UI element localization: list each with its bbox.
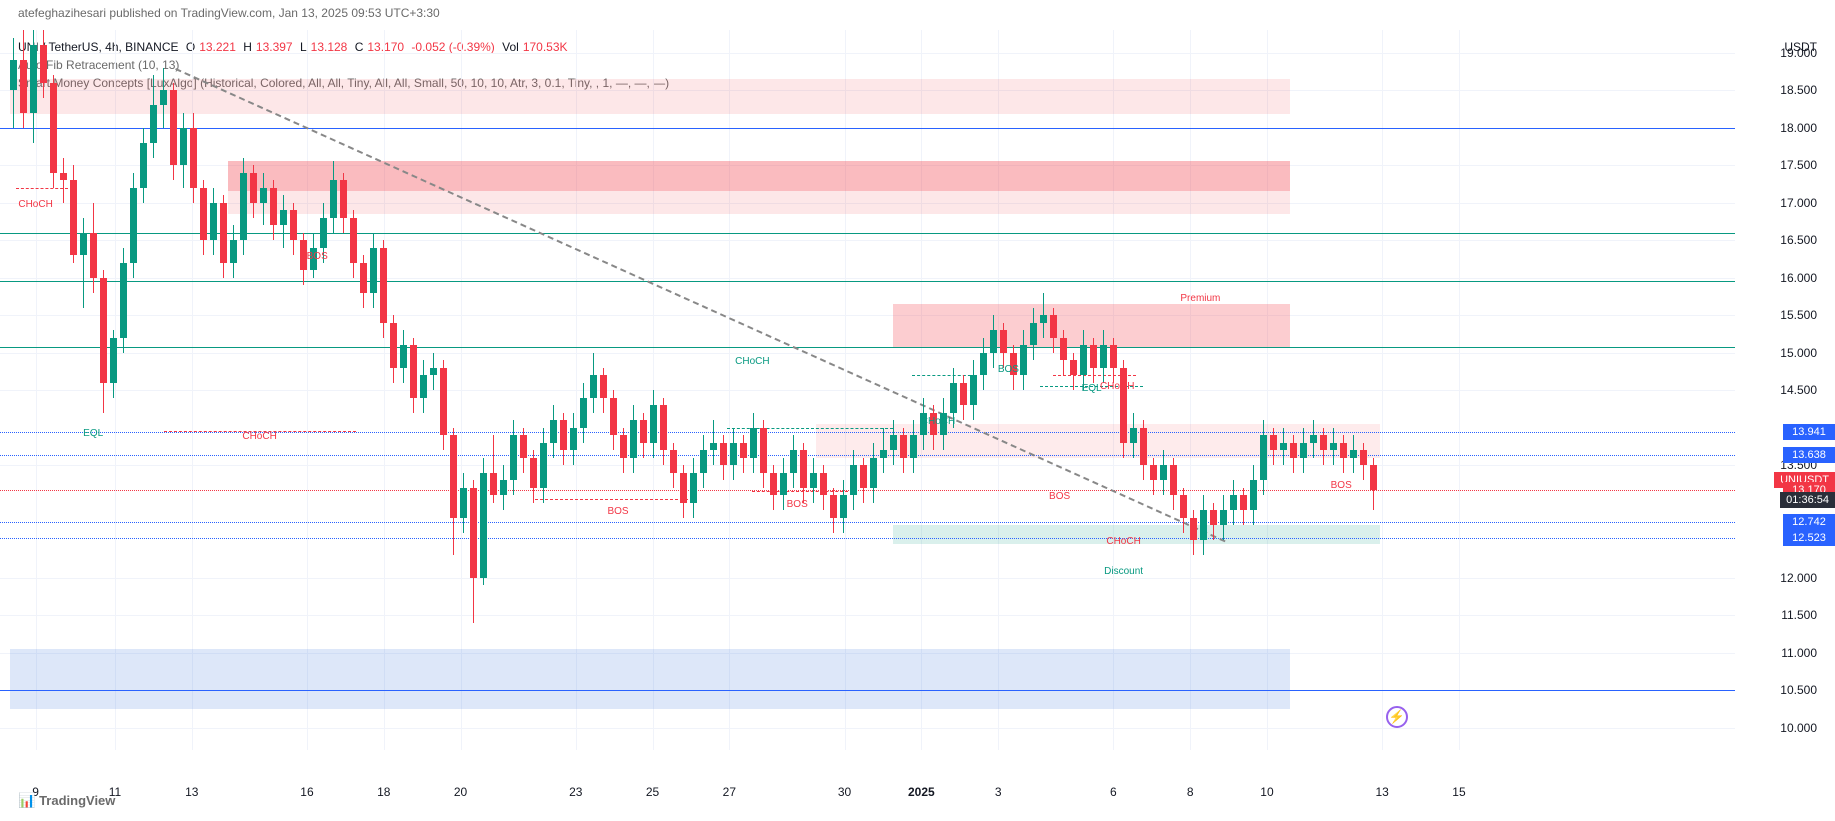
y-tick: 16.500 [1780, 233, 1817, 247]
annotation-label: CHoCH [735, 356, 769, 367]
annotation-label: Discount [1104, 566, 1143, 577]
y-tick: 10.000 [1780, 721, 1817, 735]
x-tick: 2025 [908, 785, 935, 799]
publish-header: atefeghazihesari published on TradingVie… [18, 6, 440, 20]
annotation-label: CHoCH [921, 416, 955, 427]
y-tick: 15.000 [1780, 346, 1817, 360]
horizontal-line [0, 281, 1735, 282]
x-tick: 18 [377, 785, 390, 799]
horizontal-line [0, 347, 1735, 348]
lightning-icon[interactable]: ⚡ [1386, 706, 1408, 728]
price-tag: 12.523 [1783, 530, 1835, 546]
x-tick: 27 [723, 785, 736, 799]
price-tag: 13.638 [1783, 447, 1835, 463]
y-tick: 17.500 [1780, 158, 1817, 172]
y-tick: 15.500 [1780, 308, 1817, 322]
dash-segment [16, 188, 67, 189]
annotation-label: BOS [1049, 491, 1070, 502]
price-zone [10, 649, 1290, 709]
annotation-label: BOS [787, 499, 808, 510]
y-tick: 11.500 [1781, 608, 1817, 622]
chart-pane[interactable]: CHoCHEQLBOSCHoCHCHoCHBOSBOSCHoCHBOSEQLCH… [0, 30, 1735, 780]
horizontal-line [0, 233, 1735, 234]
price-tag: 12.742 [1783, 514, 1835, 530]
price-tag: 01:36:54 [1780, 492, 1835, 508]
x-tick: 8 [1187, 785, 1194, 799]
x-tick: 30 [838, 785, 851, 799]
dotted-level [0, 455, 1735, 456]
annotation-label: BOS [998, 364, 1019, 375]
horizontal-line [0, 690, 1735, 691]
x-tick: 23 [569, 785, 582, 799]
x-tick: 13 [1375, 785, 1388, 799]
time-axis[interactable]: 91113161820232527302025368101315 [0, 785, 1735, 805]
annotation-label: BOS [307, 251, 328, 262]
price-zone [228, 161, 1290, 191]
y-tick: 14.500 [1780, 383, 1817, 397]
annotation-label: CHoCH [242, 431, 276, 442]
price-zone [10, 79, 1290, 114]
horizontal-line [0, 128, 1735, 129]
dotted-level [0, 490, 1735, 491]
dash-segment [912, 375, 976, 376]
annotation-label: Premium [1180, 293, 1220, 304]
y-tick: 19.000 [1780, 46, 1817, 60]
x-tick: 6 [1110, 785, 1117, 799]
annotation-label: CHoCH [1106, 536, 1140, 547]
price-tag: 13.941 [1783, 424, 1835, 440]
annotation-label: EQL [83, 428, 103, 439]
dotted-level [0, 538, 1735, 539]
price-axis[interactable]: 19.000 18.500 18.000 17.500 17.000 16.500 16.0… [1735, 30, 1835, 780]
x-tick: 25 [646, 785, 659, 799]
tradingview-watermark: 📊 TradingView [18, 792, 115, 809]
dotted-level [0, 522, 1735, 523]
annotation-label: EQL [1082, 383, 1102, 394]
x-tick: 13 [185, 785, 198, 799]
annotation-label: BOS [1331, 480, 1352, 491]
dash-segment [535, 499, 689, 500]
y-tick: 10.500 [1780, 683, 1817, 697]
y-tick: 18.500 [1780, 83, 1817, 97]
x-tick: 3 [995, 785, 1002, 799]
x-tick: 15 [1452, 785, 1465, 799]
x-tick: 16 [300, 785, 313, 799]
annotation-label: CHoCH [1100, 381, 1134, 392]
annotation-label: CHoCH [18, 199, 52, 210]
annotation-label: BOS [607, 506, 628, 517]
y-tick: 17.000 [1780, 196, 1817, 210]
y-tick: 12.000 [1780, 571, 1817, 585]
x-tick: 10 [1260, 785, 1273, 799]
x-tick: 20 [454, 785, 467, 799]
price-zone [893, 304, 1290, 347]
y-tick: 11.000 [1781, 646, 1817, 660]
y-tick: 16.000 [1780, 271, 1817, 285]
y-tick: 18.000 [1780, 121, 1817, 135]
